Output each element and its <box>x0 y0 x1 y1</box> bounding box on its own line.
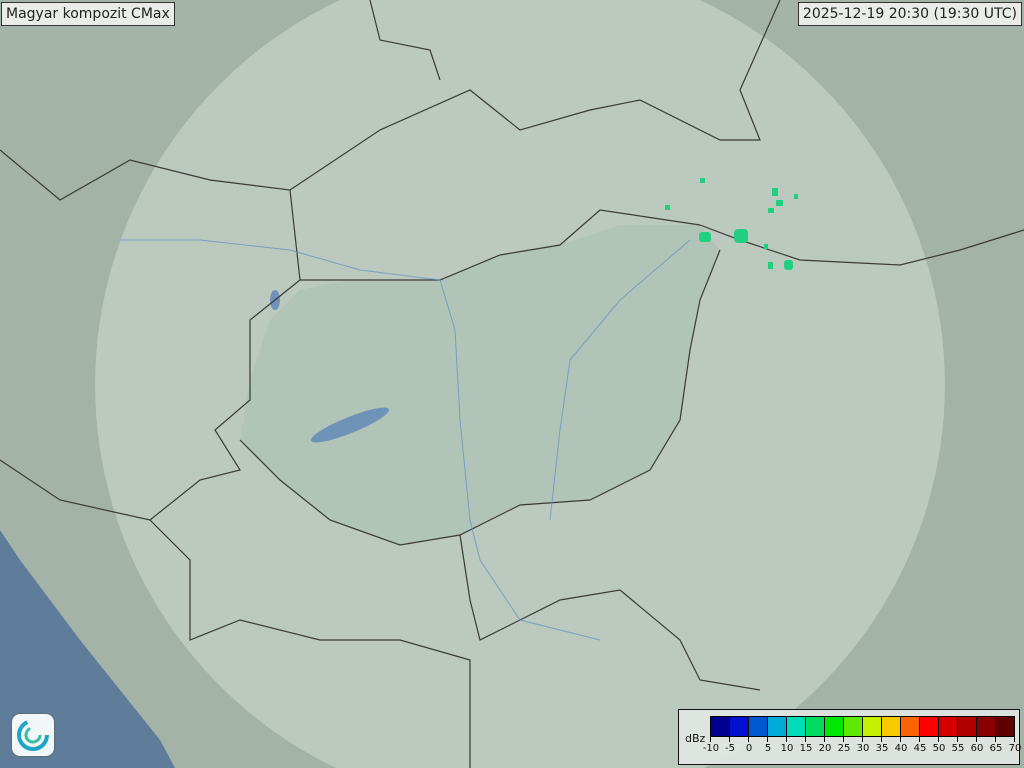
hungary-area <box>240 225 720 545</box>
legend-tick-label: -5 <box>725 743 735 754</box>
legend-tick <box>748 737 749 742</box>
legend-tick <box>1014 737 1015 742</box>
legend-tick-label: 5 <box>764 743 772 754</box>
legend-tick <box>995 737 996 742</box>
legend-tick <box>938 737 939 742</box>
legend-tick <box>710 737 711 742</box>
legend-tick <box>824 737 825 742</box>
legend-color-swatch <box>730 717 749 736</box>
legend-tick-label: 20 <box>818 743 832 754</box>
legend-tick <box>767 737 768 742</box>
timestamp: 2025-12-19 20:30 (19:30 UTC) <box>797 2 1022 26</box>
legend-tick-label: 40 <box>894 743 908 754</box>
legend-tick-label: 65 <box>989 743 1003 754</box>
legend-tick-label: 45 <box>913 743 927 754</box>
legend-color-swatch <box>901 717 920 736</box>
legend-tick-label: 60 <box>970 743 984 754</box>
legend-color-swatch <box>996 717 1014 736</box>
legend-color-swatch <box>939 717 958 736</box>
color-scale-bar <box>710 716 1015 737</box>
legend-color-swatch <box>806 717 825 736</box>
legend-tick <box>843 737 844 742</box>
legend-tick <box>862 737 863 742</box>
legend-tick <box>805 737 806 742</box>
legend-color-swatch <box>825 717 844 736</box>
legend-tick-label: 70 <box>1008 743 1022 754</box>
legend-unit: dBz <box>685 732 706 745</box>
legend-color-swatch <box>882 717 901 736</box>
map-title: Magyar kompozit CMax <box>1 2 175 26</box>
legend-tick <box>919 737 920 742</box>
legend-tick-label: -10 <box>702 743 720 754</box>
legend-tick-label: 10 <box>780 743 794 754</box>
legend-tick-label: 55 <box>951 743 965 754</box>
legend-color-swatch <box>768 717 787 736</box>
legend-tick-label: 35 <box>875 743 889 754</box>
legend-color-swatch <box>958 717 977 736</box>
weather-service-logo-icon[interactable] <box>12 714 54 756</box>
legend-tick <box>786 737 787 742</box>
legend-tick <box>729 737 730 742</box>
legend-color-swatch <box>787 717 806 736</box>
legend-color-swatch <box>749 717 768 736</box>
legend-color-swatch <box>977 717 996 736</box>
legend-tick-label: 30 <box>856 743 870 754</box>
dbz-legend: dBz -10 -5 0 5 10 15 20 25 30 35 40 45 50 55 60 65 70 <box>678 709 1022 765</box>
rivers <box>120 239 691 641</box>
legend-color-swatch <box>863 717 882 736</box>
lake-balaton <box>310 407 390 443</box>
legend-tick-label: 15 <box>799 743 813 754</box>
adriatic-sea <box>0 530 175 768</box>
legend-color-swatch <box>920 717 939 736</box>
legend-color-swatch <box>844 717 863 736</box>
legend-tick <box>900 737 901 742</box>
legend-tick-label: 0 <box>745 743 753 754</box>
legend-tick-label: 50 <box>932 743 946 754</box>
radar-echoes <box>665 178 798 270</box>
legend-tick <box>957 737 958 742</box>
legend-color-swatch <box>711 717 730 736</box>
legend-tick-label: 25 <box>837 743 851 754</box>
legend-tick <box>976 737 977 742</box>
legend-tick <box>881 737 882 742</box>
